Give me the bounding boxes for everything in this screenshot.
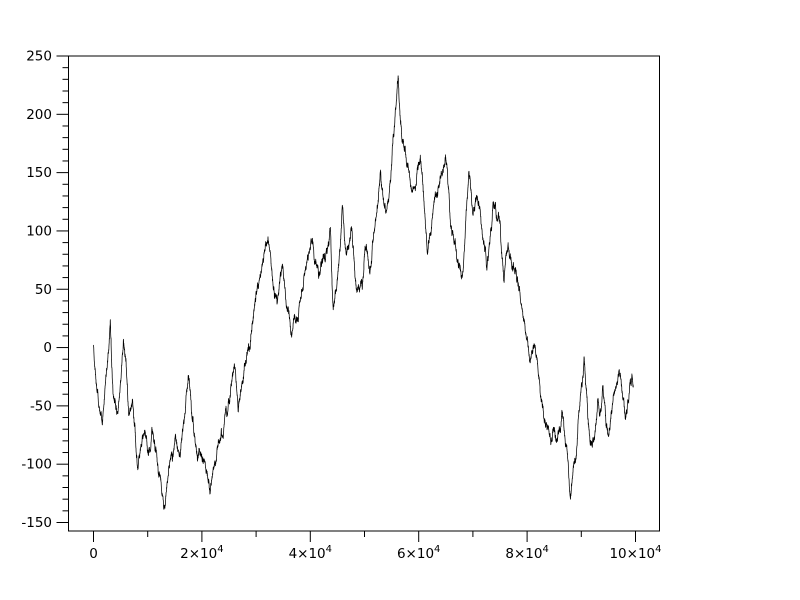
- x-tick-label: 2×104: [180, 544, 223, 562]
- y-tick-label: 0: [43, 340, 52, 356]
- y-tick-label: -100: [21, 457, 52, 473]
- x-tick-label: 4×104: [289, 544, 332, 562]
- x-tick-label: 10×104: [609, 544, 661, 562]
- y-tick-label: 100: [26, 223, 52, 239]
- y-tick-label: 200: [26, 107, 52, 123]
- y-tick-label: 250: [26, 49, 52, 65]
- y-tick-label: 50: [35, 282, 52, 298]
- y-tick-label: -150: [21, 515, 52, 531]
- y-tick-label: 150: [26, 165, 52, 181]
- x-tick-label: 8×104: [505, 544, 548, 562]
- random-walk-curve: [93, 75, 634, 510]
- y-tick-label: -50: [30, 398, 52, 414]
- x-tick-label: 0: [89, 546, 98, 562]
- x-tick-label: 6×104: [397, 544, 440, 562]
